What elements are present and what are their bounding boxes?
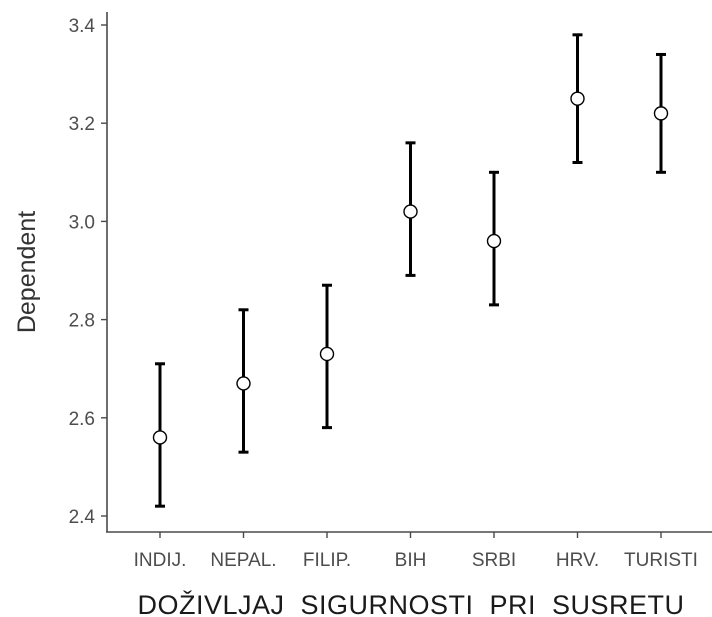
x-axis-ticks: INDIJ. NEPAL. FILIP. BIH SRBI HRV. TURISTI bbox=[134, 532, 698, 571]
x-tick-label: NEPAL. bbox=[210, 550, 276, 571]
x-tick-label: HRV. bbox=[556, 550, 599, 571]
y-axis-ticks: 2.4 2.6 2.8 3.0 3.2 3.4 bbox=[69, 16, 107, 528]
data-point bbox=[403, 204, 418, 219]
x-tick-label: SRBI bbox=[472, 550, 516, 571]
y-tick-label: 3.2 bbox=[69, 114, 95, 135]
error-bars bbox=[155, 33, 666, 508]
data-point bbox=[152, 430, 168, 445]
data-point bbox=[486, 233, 502, 249]
x-tick-label: INDIJ. bbox=[134, 550, 187, 571]
x-tick-label: FILIP. bbox=[303, 550, 351, 571]
x-axis-title: DOŽIVLJAJ SIGURNOSTI PRI SUSRETU bbox=[137, 589, 684, 617]
y-tick-label: 2.4 bbox=[69, 507, 96, 528]
data-point bbox=[319, 346, 335, 362]
data-point bbox=[236, 376, 251, 391]
data-point bbox=[570, 91, 585, 106]
y-tick-label: 3.0 bbox=[69, 212, 95, 233]
y-tick-label: 3.4 bbox=[69, 16, 96, 37]
y-tick-label: 2.6 bbox=[69, 409, 95, 430]
x-tick-label: TURISTI bbox=[624, 550, 698, 571]
y-axis-title: Dependent bbox=[13, 211, 41, 333]
y-tick-label: 2.8 bbox=[69, 311, 95, 332]
data-point bbox=[653, 106, 669, 121]
x-tick-label: BIH bbox=[395, 550, 427, 571]
data-points bbox=[152, 91, 669, 445]
